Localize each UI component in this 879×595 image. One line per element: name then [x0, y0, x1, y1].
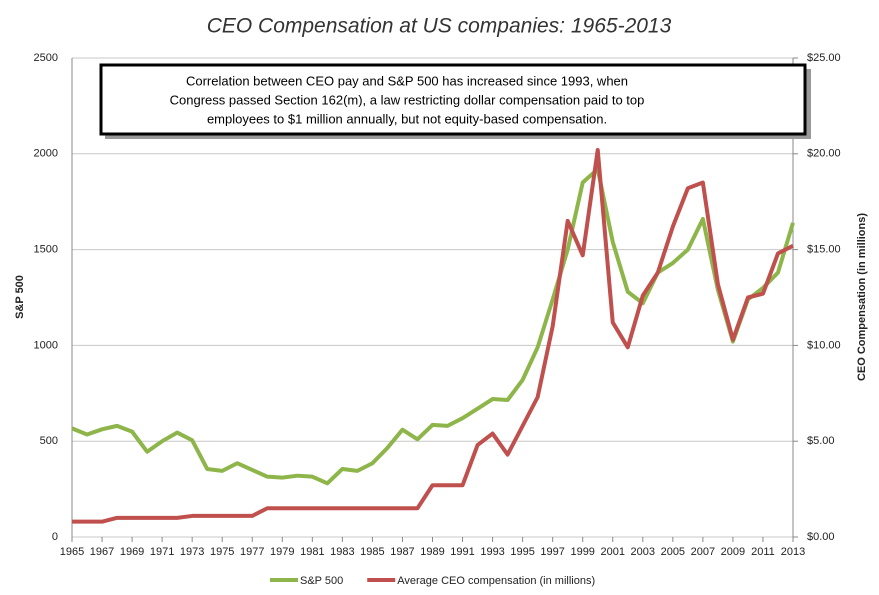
y-tick-label: 500 — [40, 435, 58, 447]
y-tick-label: 0 — [52, 531, 58, 543]
x-tick-label: 1965 — [60, 546, 84, 558]
annotation: Correlation between CEO pay and S&P 500 … — [99, 63, 811, 139]
x-tick-label: 2011 — [751, 546, 775, 558]
legend-label: Average CEO compensation (in millions) — [397, 575, 595, 587]
x-tick-label: 1967 — [90, 546, 114, 558]
line — [71, 167, 795, 486]
annotation-text: Congress passed Section 162(m), a law re… — [170, 92, 645, 107]
x-tick-label: 1973 — [180, 546, 204, 558]
chart-title: CEO Compensation at US companies: 1965-2… — [207, 15, 672, 38]
y-tick-label: 1500 — [34, 244, 58, 256]
x-tick-label: 2001 — [601, 546, 625, 558]
annotation-text: employees to $1 million annually, but no… — [207, 111, 607, 126]
x-tick-label: 1999 — [570, 546, 594, 558]
y2-tick-label: $25.00 — [807, 52, 841, 64]
y2-axis-label: CEO Compensation (in millions) — [856, 213, 868, 381]
x-tick-label: 1989 — [420, 546, 444, 558]
x-tick-label: 1995 — [510, 546, 534, 558]
annotation-box — [99, 63, 807, 136]
x-tick-label: 1969 — [120, 546, 144, 558]
y-tick-label: 2000 — [34, 148, 58, 160]
x-tick-label: 1975 — [210, 546, 234, 558]
y-tick-label: 2500 — [34, 52, 58, 64]
x-tick-label: 2013 — [781, 546, 805, 558]
y2-tick-label: $10.00 — [807, 339, 841, 351]
x-tick-label: 2007 — [691, 546, 715, 558]
x-tick-label: 1997 — [540, 546, 564, 558]
y2-tick-label: $15.00 — [807, 244, 841, 256]
legend-label: S&P 500 — [300, 575, 343, 587]
x-tick-label: 1979 — [270, 546, 294, 558]
y2-tick-label: $0.00 — [807, 531, 835, 543]
x-tick-label: 2003 — [631, 546, 655, 558]
line — [72, 147, 794, 524]
y2-tick-label: $5.00 — [807, 435, 835, 447]
x-tick-label: 1985 — [360, 546, 384, 558]
x-tick-label: 1987 — [390, 546, 414, 558]
x-tick-label: 2005 — [661, 546, 685, 558]
x-tick-label: 1983 — [330, 546, 354, 558]
x-tick-label: 1971 — [150, 546, 174, 558]
x-tick-label: 1993 — [480, 546, 504, 558]
x-tick-label: 2009 — [721, 546, 745, 558]
x-tick-label: 1991 — [450, 546, 474, 558]
y2-tick-label: $20.00 — [807, 148, 841, 160]
x-tick-label: 1981 — [300, 546, 324, 558]
x-tick-label: 1977 — [240, 546, 264, 558]
y-axis-label: S&P 500 — [14, 275, 26, 319]
annotation-text: Correlation between CEO pay and S&P 500 … — [186, 73, 628, 88]
y-tick-label: 1000 — [34, 339, 58, 351]
